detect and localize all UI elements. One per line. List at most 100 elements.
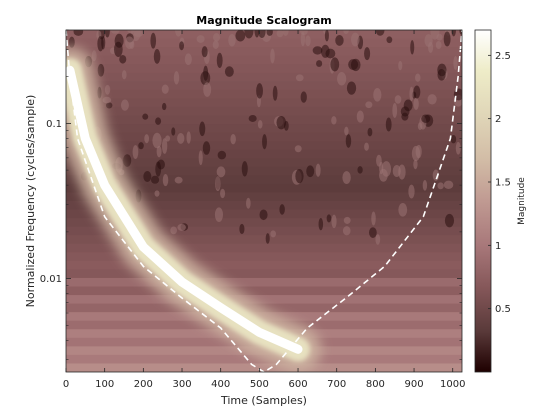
texture-blob [365,101,373,109]
texture-blob [315,163,321,177]
y-axis-ticks: 0.01 0.1 [40,29,462,361]
texture-blob [152,132,162,149]
band-row [66,175,462,185]
chirp-ridge [66,65,303,354]
texture-blob [427,94,437,105]
texture-blob [367,127,373,137]
texture-blob [424,34,433,47]
texture-blob [401,112,409,121]
texture-blob [444,213,455,228]
x-tick-label: 500 [250,379,269,390]
texture-blob [121,70,127,80]
texture-blob [398,202,408,217]
colorbar-tick-label: 1.5 [495,178,511,189]
texture-blob [173,71,180,85]
colorbar-tick-label: 1 [495,241,501,252]
band-row [66,243,462,253]
band-row [66,192,462,202]
texture-blob [272,85,278,101]
texture-blob [156,145,162,158]
band-row [66,201,462,211]
texture-blob [344,126,349,136]
texture-blob [324,30,329,42]
texture-blob [101,35,106,50]
texture-blob [202,141,211,155]
texture-blob [177,223,186,231]
texture-blob [306,165,315,178]
texture-blob [312,46,323,55]
band-row [66,363,462,372]
band-row [66,269,462,279]
texture-blob [318,218,324,231]
texture-blob [161,138,168,154]
texture-blob [217,150,227,160]
texture-blob [246,197,251,209]
band-row [66,252,462,262]
texture-blob [343,30,349,35]
texture-blob [443,31,451,47]
texture-blob [220,188,226,199]
texture-blob [421,114,431,123]
texture-blob [386,36,393,44]
texture-blob [276,30,284,38]
y-tick-label: 0.01 [40,274,62,285]
texture-blob [294,145,302,153]
texture-blob [379,161,384,175]
colorbar-ticks: 0.5 1 1.5 2 2.5 [488,51,511,315]
texture-blob [413,97,419,110]
texture-blob [453,56,458,70]
texture-blob [228,34,236,47]
texture-blob [335,34,344,46]
texture-blob [198,150,203,166]
texture-blob [443,180,454,189]
texture-blob [348,59,359,70]
texture-blob [325,48,336,59]
x-tick-label: 1000 [440,379,465,390]
texture-blob [381,161,392,177]
plot-frame [65,29,463,373]
texture-blob [120,99,129,111]
texture-blob [316,60,323,67]
texture-blob [409,86,414,102]
colorbar-label: Magnitude [517,177,527,225]
texture-blob [422,180,428,191]
texture-blob [127,30,136,34]
texture-blob [356,110,364,123]
texture-blob [199,121,206,137]
texture-blob [357,166,363,174]
texture-blob [270,48,275,64]
y-tick-label: 0.1 [46,119,62,130]
texture-blob [184,53,192,66]
texture-blob [282,30,289,36]
band-row [66,260,462,270]
texture-blob [364,47,371,61]
texture-blob [161,84,169,94]
texture-blob [331,116,337,125]
texture-blob [270,230,277,238]
texture-blob [411,145,421,162]
texture-blob [157,159,165,170]
texture-blob [174,176,183,184]
scalogram-plot-area [66,30,462,372]
chart-title: Magnitude Scalogram [196,14,331,27]
texture-blob [201,46,208,58]
texture-blob [392,165,401,177]
texture-blob [104,84,111,95]
texture-blob [119,54,127,64]
band-row [66,64,462,74]
texture-blob [162,174,169,187]
band-row [66,166,462,176]
band-row [66,295,462,305]
texture-blob [153,49,161,64]
band-row [66,286,462,296]
band-row [66,124,462,134]
texture-blob [305,35,311,47]
texture-blob [154,190,160,197]
texture-blob [138,142,144,150]
texture-blob [105,102,113,109]
texture-blob [244,30,254,39]
texture-blob [276,115,287,130]
texture-blob [256,83,263,99]
texture-blob [132,145,139,160]
